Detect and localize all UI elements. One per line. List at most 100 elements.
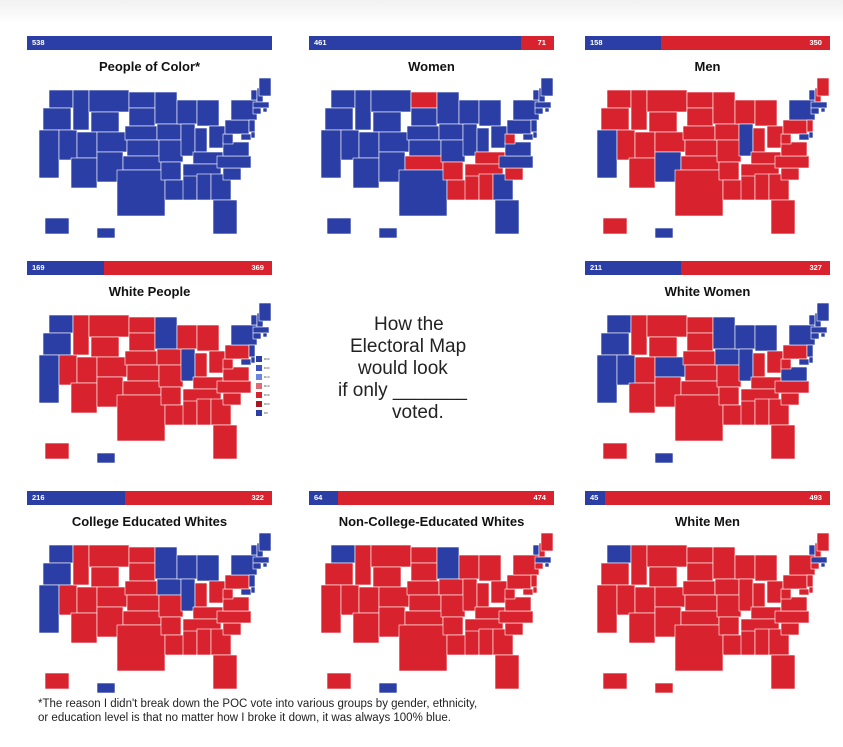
rep-bar: 327 <box>681 261 830 275</box>
state-ak <box>602 672 628 690</box>
rep-count: 71 <box>537 38 546 47</box>
state-co <box>654 356 686 378</box>
state-in <box>752 127 766 153</box>
caption-line-5: voted. <box>392 402 444 423</box>
state-id <box>72 314 90 356</box>
state-id <box>72 544 90 586</box>
state-ne <box>124 350 158 366</box>
state-wa <box>606 89 632 109</box>
state-wv <box>222 133 234 145</box>
state-ma <box>534 556 552 564</box>
state-ia <box>714 578 740 596</box>
rep-bar: 322 <box>125 491 272 505</box>
state-pa <box>506 119 532 135</box>
state-az <box>628 612 656 644</box>
state-oh <box>766 125 784 149</box>
panel-title: White People <box>108 284 191 299</box>
state-hi <box>378 227 398 239</box>
state-sc <box>222 622 242 636</box>
state-hi <box>654 682 674 694</box>
state-tx <box>674 169 724 217</box>
legend-label: R60 <box>264 402 270 406</box>
state-ms <box>740 173 756 201</box>
state-nc <box>498 610 534 624</box>
state-mi <box>196 99 220 127</box>
state-ar <box>160 161 182 181</box>
state-oh <box>490 125 508 149</box>
state-or <box>600 332 630 356</box>
state-nc <box>498 155 534 169</box>
dem-bar: 538 <box>27 36 272 50</box>
state-ar <box>442 616 464 636</box>
state-de <box>808 356 814 364</box>
rep-bar: 474 <box>338 491 554 505</box>
legend-item: R60 <box>256 400 278 408</box>
state-sc <box>780 392 800 406</box>
state-ok <box>404 610 444 626</box>
state-mt <box>370 89 412 113</box>
state-pa <box>782 344 808 360</box>
state-ma <box>252 556 270 564</box>
state-in <box>194 127 208 153</box>
state-wa <box>606 544 632 564</box>
state-nv <box>58 129 78 161</box>
state-or <box>42 332 72 356</box>
panel-title: White Men <box>675 514 740 529</box>
state-wv <box>504 133 516 145</box>
state-ak <box>44 672 70 690</box>
state-nd <box>128 316 156 334</box>
state-az <box>70 157 98 189</box>
state-nc <box>774 155 810 169</box>
state-nv <box>58 584 78 616</box>
state-va <box>504 596 532 612</box>
state-ct <box>252 107 262 115</box>
state-wi <box>734 554 756 580</box>
state-nc <box>774 380 810 394</box>
state-de <box>808 586 814 594</box>
state-oh <box>490 580 508 604</box>
dem-count: 45 <box>590 493 599 502</box>
state-nj <box>806 574 814 588</box>
state-vt <box>532 544 540 556</box>
state-nj <box>248 574 256 588</box>
state-wi <box>458 554 480 580</box>
state-ak <box>326 217 352 235</box>
legend-label: R30 <box>264 393 270 397</box>
panel-title: People of Color* <box>98 59 201 74</box>
state-az <box>628 382 656 414</box>
state-mn <box>436 91 460 125</box>
state-ne <box>406 125 440 141</box>
state-sd <box>128 332 156 352</box>
state-ut <box>76 586 98 614</box>
state-al <box>754 173 770 201</box>
state-ks <box>408 594 442 612</box>
state-wa <box>48 544 74 564</box>
state-wy <box>648 111 678 133</box>
state-me <box>258 77 272 97</box>
footnote-line-2: or education level is that no matter how… <box>38 712 451 724</box>
state-ar <box>160 616 182 636</box>
legend-swatch <box>256 401 262 407</box>
state-ut <box>76 356 98 384</box>
legend-item: D10 <box>256 373 278 381</box>
state-nj <box>806 344 814 358</box>
state-de <box>250 131 256 139</box>
state-mt <box>646 314 688 338</box>
state-sd <box>686 332 714 352</box>
state-ct <box>252 562 262 570</box>
state-fl <box>212 199 238 235</box>
state-hi <box>96 682 116 694</box>
state-mn <box>154 316 178 350</box>
state-ia <box>438 578 464 596</box>
state-or <box>600 562 630 586</box>
state-id <box>354 89 372 131</box>
state-in <box>194 582 208 608</box>
map-panel-non-college-educated-whites: 64 474 Non-College-Educated Whites <box>309 491 554 711</box>
state-mt <box>88 544 130 568</box>
state-fl <box>770 654 796 690</box>
state-wv <box>504 588 516 600</box>
state-ar <box>718 161 740 181</box>
us-map <box>38 77 272 239</box>
state-vt <box>250 314 258 326</box>
state-fl <box>770 424 796 460</box>
